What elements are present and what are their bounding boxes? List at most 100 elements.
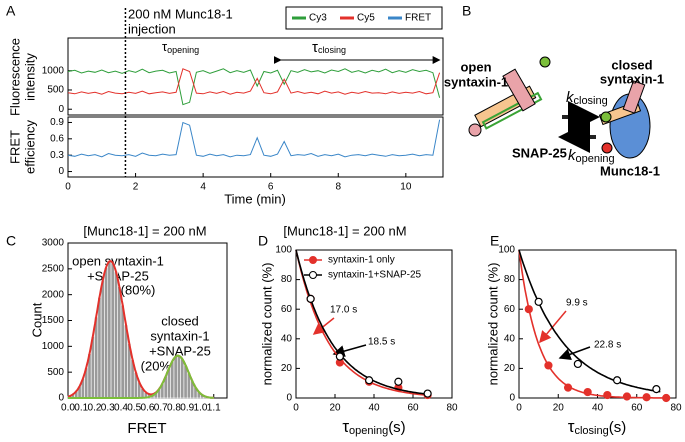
x-tick-label: 0.4	[114, 403, 128, 414]
y-tick-label: 80	[504, 274, 516, 285]
data-point	[534, 297, 543, 306]
x-label: τclosing(s)	[568, 417, 626, 436]
y-tick-label: 0.9	[50, 117, 64, 128]
x-tick-label: 80	[446, 403, 458, 414]
data-point	[524, 305, 533, 314]
y-tick-label: 100	[498, 245, 515, 256]
legend-marker	[309, 271, 317, 279]
panel-label: B	[462, 3, 471, 19]
data-point	[544, 361, 553, 370]
panel-label: E	[490, 233, 499, 249]
x-tick-label: 0.5	[127, 403, 141, 414]
rate-label: kclosing	[566, 89, 608, 107]
y-tick-label: 0	[509, 393, 515, 404]
x-tick-label: 60	[407, 403, 419, 414]
x-tick-label: 8	[335, 182, 341, 193]
bar	[100, 279, 105, 399]
subscript: opening	[167, 45, 199, 55]
x-tick-label: 0.6	[141, 403, 155, 414]
pointer	[539, 310, 567, 344]
y-tick-label: 3000	[42, 238, 65, 249]
y-tick-label: 20	[504, 363, 516, 374]
legend-label: Cy5	[357, 13, 375, 24]
data-point	[573, 359, 582, 369]
x-tick-label: 40	[368, 403, 380, 414]
y-label: efficiency	[22, 120, 37, 174]
label: open	[460, 59, 491, 74]
fit-curve	[518, 249, 661, 393]
symbol: τ	[162, 39, 168, 54]
legend-label: Cy3	[309, 13, 327, 24]
panel-label: A	[6, 3, 16, 19]
dye	[600, 111, 612, 123]
x-tick-label: 40	[592, 403, 604, 414]
x-label: τopening(s)	[342, 417, 405, 436]
habc	[622, 80, 646, 114]
x-tick-label: 1.1	[207, 403, 221, 414]
y-label: normalized count (%)	[259, 263, 274, 386]
domain	[468, 123, 482, 137]
x-tick-label: 80	[670, 403, 682, 414]
x-tick-label: 0.8	[167, 403, 181, 414]
y-tick-label: 0.6	[50, 133, 64, 144]
x-tick-label: 2	[133, 182, 139, 193]
x-tick-label: 0.3	[101, 403, 115, 414]
subscript: closing	[318, 45, 346, 55]
y-tick-label: 20	[281, 363, 293, 374]
y-label: intensity	[22, 53, 37, 101]
y-tick-label: 60	[281, 304, 293, 315]
pointer	[312, 317, 335, 335]
y-tick-label: 1500	[42, 315, 65, 326]
data-point	[583, 387, 592, 397]
bar	[107, 261, 112, 399]
bar	[110, 262, 115, 399]
pointer	[558, 346, 591, 361]
y-tick-label: 500	[47, 85, 64, 96]
legend-box	[285, 6, 443, 30]
rate-label: kopening	[568, 147, 615, 165]
fit-curve	[518, 249, 671, 399]
legend-marker	[309, 256, 317, 264]
unit: (s)	[388, 419, 406, 436]
subscript: opening	[349, 425, 388, 437]
data-point	[423, 389, 432, 398]
data-point	[335, 352, 344, 361]
bar	[177, 355, 181, 399]
data-point	[652, 385, 661, 394]
habc	[502, 68, 536, 112]
fit-label: 9.9 s	[566, 298, 588, 309]
label: Munc18-1	[600, 163, 660, 178]
subscript: closing	[574, 425, 608, 437]
annotation: closed	[161, 313, 199, 328]
x-tick-label: 0.0	[61, 403, 75, 414]
y-label: Count	[29, 302, 44, 337]
data-point	[613, 376, 622, 385]
panel-label: D	[258, 233, 268, 249]
unit: (s)	[609, 419, 627, 436]
x-tick-label: 60	[631, 403, 643, 414]
y-tick-label: 2000	[42, 289, 65, 300]
legend-label: FRET	[405, 13, 431, 24]
plot-frame	[67, 37, 444, 116]
data-point	[394, 377, 403, 386]
annotation: (80%)	[121, 282, 156, 297]
bar	[114, 271, 118, 399]
annotation: open syntaxin-1	[72, 253, 164, 268]
chart-title: [Munc18-1] = 200 nM	[83, 223, 206, 238]
bar	[117, 286, 122, 399]
y-tick-label: 60	[504, 304, 516, 315]
y-tick-label: 0	[58, 166, 64, 177]
x-tick-label: 0.1	[74, 403, 88, 414]
bar	[180, 358, 185, 399]
y-label: normalized count (%)	[485, 263, 500, 386]
annotation: 200 nM Munc18-1	[128, 6, 233, 21]
fit-curve	[295, 249, 432, 397]
y-tick-label: 40	[281, 333, 293, 344]
fit-label: 18.5 s	[368, 337, 395, 348]
data-point	[642, 393, 651, 402]
chart-title: [Munc18-1] = 200 nM	[283, 223, 406, 238]
plot-frame	[67, 116, 444, 178]
y-tick-label: 500	[47, 367, 64, 378]
x-tick-label: 0.7	[154, 403, 168, 414]
x-tick-label: 0.9	[180, 403, 194, 414]
